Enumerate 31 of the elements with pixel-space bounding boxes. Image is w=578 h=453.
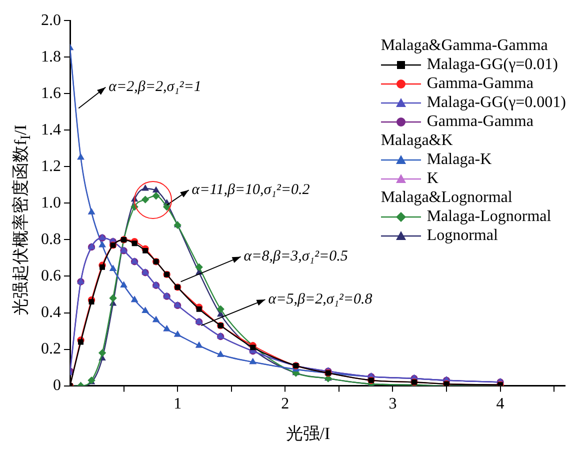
annotation: α=8,β=3,σ₁²=0.5 (244, 248, 348, 265)
y-tick-label: 0 (53, 377, 61, 394)
y-tick-label: 0.2 (41, 340, 61, 358)
y-tick-label: 0.4 (41, 304, 61, 321)
annotation: Malaga&Lognormal (380, 188, 514, 207)
y-tick-label: 2.0 (41, 12, 61, 29)
legend-label: Malaga-Lognormal (426, 207, 552, 226)
legend-label: K (426, 169, 438, 188)
legend-label: Lognormal (426, 226, 498, 245)
legend-label: Gamma-Gamma (426, 112, 534, 131)
annotation: α=11,β=10,σ₁²=0.2 (192, 182, 310, 198)
x-tick-label: 2 (281, 396, 290, 413)
annotation: α=5,β=2,σ₁²=0.8 (268, 291, 373, 308)
y-tick-label: 1.0 (41, 194, 61, 212)
x-tick-label: 3 (388, 396, 397, 413)
legend-label: Malaga-GG(γ=0.01) (426, 55, 558, 74)
x-axis-title: 光强/I (286, 423, 330, 445)
y-tick-label: 1.4 (41, 121, 61, 138)
y-tick-label: 1.8 (41, 48, 61, 66)
y-tick-label: 1.6 (41, 84, 61, 102)
legend-label: Malaga-GG(γ=0.001) (426, 93, 566, 112)
annotation: Malaga&K (380, 131, 454, 150)
y-tick-label: 0.8 (41, 230, 61, 248)
legend-label: Gamma-Gamma (426, 74, 534, 93)
x-tick-label: 4 (496, 396, 504, 413)
annotation: Malaga&Gamma-Gamma (380, 36, 549, 55)
x-tick-label: 1 (174, 396, 182, 413)
legend-label: Malaga-K (426, 150, 492, 169)
y-tick-label: 0.6 (41, 267, 61, 284)
y-tick-label: 1.2 (41, 158, 61, 175)
annotation: α=2,β=2,σ₁²=1 (108, 79, 202, 96)
